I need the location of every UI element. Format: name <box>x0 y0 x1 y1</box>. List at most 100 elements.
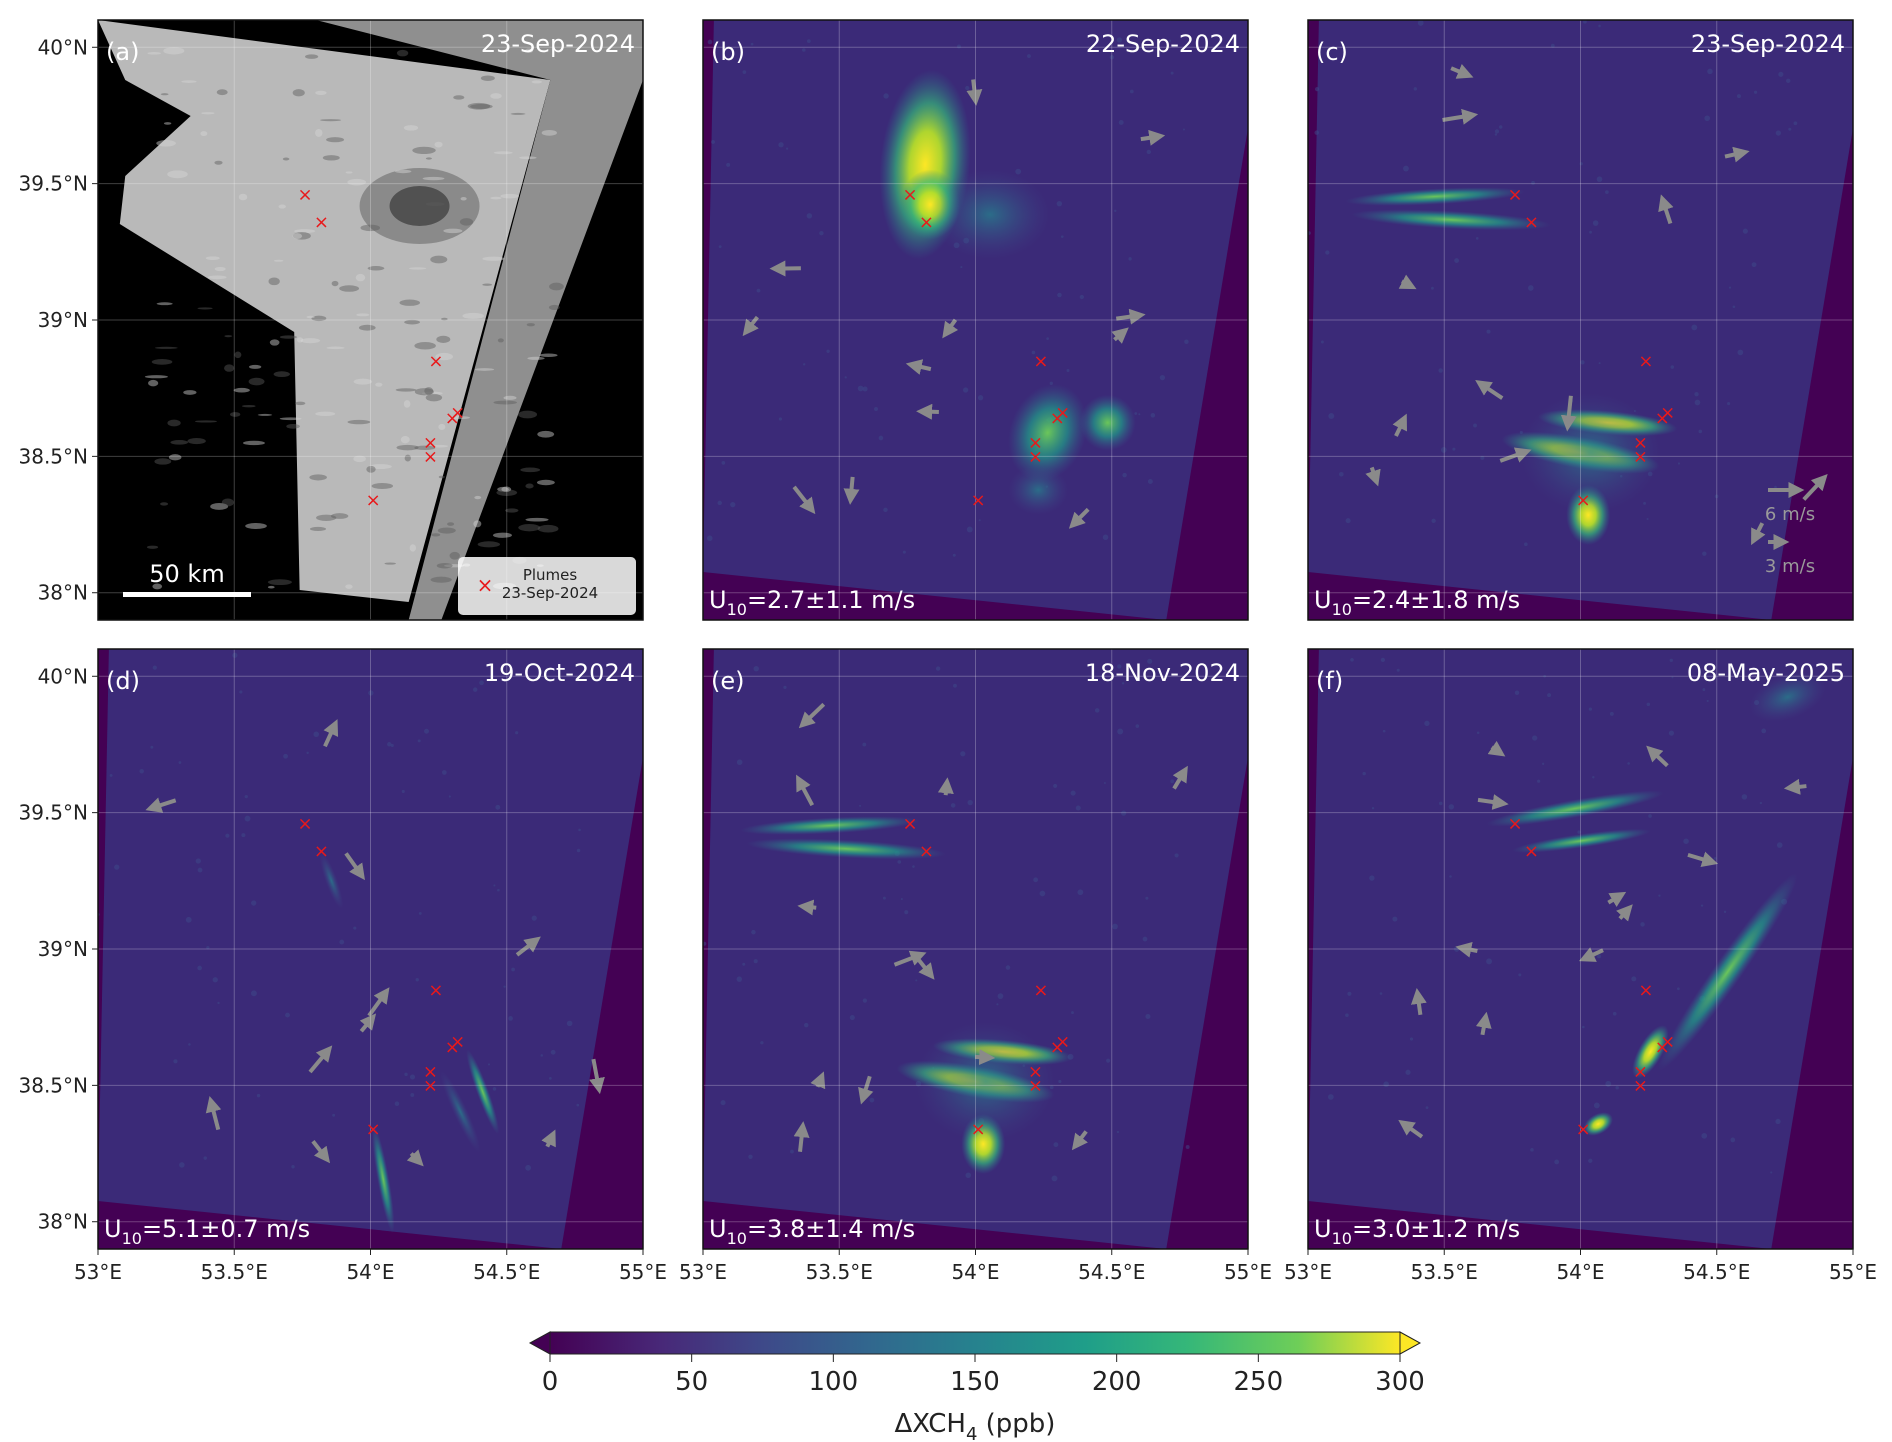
panel-label: (b) <box>711 38 745 66</box>
wind-arrow <box>205 1095 222 1131</box>
plume-source-marker: × <box>1524 841 1539 862</box>
satellite-swath <box>1308 20 1853 620</box>
plume-source-marker: × <box>1508 814 1523 835</box>
wind-arrow <box>810 1071 826 1090</box>
legend-marker: × <box>477 573 494 597</box>
wind-arrow <box>1687 851 1719 867</box>
plume-source-marker: × <box>1033 980 1048 1001</box>
plume <box>1345 187 1525 206</box>
plume-source-marker: × <box>428 351 443 372</box>
panel-frame <box>1307 19 1854 621</box>
panel-frame <box>702 19 1249 621</box>
legend-box <box>458 557 636 615</box>
colorbar-tick-label: 50 <box>675 1367 708 1397</box>
wind-arrow <box>359 1013 377 1033</box>
plume-source-marker: × <box>971 490 986 511</box>
wind-arrow <box>905 359 932 375</box>
satellite-swath <box>703 20 1248 620</box>
wind-arrow <box>1115 308 1146 325</box>
panel-label: (d) <box>106 667 140 695</box>
colorbar-tick-label: 100 <box>809 1367 859 1397</box>
satellite-swath <box>98 649 643 1249</box>
basin-shading <box>359 168 480 244</box>
plume <box>930 169 1051 260</box>
plume-source-marker: × <box>1033 351 1048 372</box>
lat-tick-label: 39°N <box>38 937 88 961</box>
wind-arrow <box>797 899 817 916</box>
wind-arrow <box>1658 194 1674 225</box>
plume <box>1486 790 1664 827</box>
scale-bar-label: 50 km <box>149 560 224 588</box>
panel-date: 18-Nov-2024 <box>1085 659 1240 687</box>
plume <box>1008 465 1069 515</box>
lat-tick-label: 40°N <box>38 35 88 59</box>
wind-arrow <box>1477 794 1509 810</box>
lon-tick-label: 55°E <box>1829 1260 1877 1284</box>
plume-source-marker: × <box>903 814 918 835</box>
wind-arrow <box>1442 108 1479 125</box>
panel-label: (e) <box>711 667 745 695</box>
wind-arrow <box>145 797 177 813</box>
colorbar-tick-label: 250 <box>1234 1367 1284 1397</box>
wind-arrow <box>792 485 816 515</box>
plume-source-marker: × <box>423 433 438 454</box>
plume <box>440 1070 481 1153</box>
plume-source-marker: × <box>1055 1032 1070 1053</box>
plume <box>740 816 920 835</box>
plume-source-marker: × <box>1655 408 1670 429</box>
plume-source-marker: × <box>298 814 313 835</box>
plume <box>1657 873 1798 1071</box>
plume-source-marker: × <box>1050 1037 1065 1058</box>
colorbar-tick-label: 300 <box>1375 1367 1425 1397</box>
lon-tick-label: 53.5°E <box>806 1260 873 1284</box>
lat-tick-label: 38°N <box>38 581 88 605</box>
map-panel-b: ××××××××U10=2.7±1.1 m/s(b) 22-Sep-2024 <box>702 19 1249 621</box>
plume-source-marker: × <box>423 1075 438 1096</box>
lon-tick-label: 54°E <box>1556 1260 1604 1284</box>
lon-tick-label: 54°E <box>346 1260 394 1284</box>
plume-source-marker: × <box>903 185 918 206</box>
wind-speed-text: U10=3.8±1.4 m/s <box>709 1215 915 1248</box>
wind-key-label: 6 m/s <box>1765 504 1815 525</box>
plume-source-marker: × <box>428 980 443 1001</box>
wind-arrow <box>1802 474 1828 501</box>
wind-arrow <box>1455 941 1478 958</box>
plume-source-marker: × <box>1576 490 1591 511</box>
wind-speed-text: U10=5.1±0.7 m/s <box>104 1215 310 1248</box>
plume <box>1512 828 1651 853</box>
wind-arrow <box>937 777 954 796</box>
colorbar-tick-label: 0 <box>542 1367 559 1397</box>
plume-source-marker: × <box>1633 433 1648 454</box>
plume <box>1008 383 1088 482</box>
colorbar-tick-label: 150 <box>950 1367 1000 1397</box>
wind-arrow <box>311 1140 331 1164</box>
scale-bar <box>123 592 251 597</box>
wind-arrow <box>541 1129 556 1148</box>
plume <box>1583 1112 1613 1136</box>
wind-arrow <box>515 936 541 957</box>
wind-arrow <box>1365 466 1381 487</box>
plume-source-marker: × <box>450 1032 465 1053</box>
wind-arrow <box>1140 129 1166 146</box>
wind-arrow <box>742 315 759 337</box>
colorbar-extend-min <box>528 1331 551 1355</box>
lon-tick-label: 53°E <box>74 1260 122 1284</box>
lon-tick-label: 54.5°E <box>1078 1260 1145 1284</box>
plume-source-marker: × <box>366 490 381 511</box>
wind-arrow <box>916 403 939 420</box>
plume-source-marker: × <box>450 403 465 424</box>
wind-arrow <box>1475 380 1504 400</box>
wind-arrow <box>1392 413 1407 437</box>
plume-source-marker: × <box>1028 446 1043 467</box>
plume <box>319 852 344 910</box>
plume-source-marker: × <box>1055 403 1070 424</box>
plume <box>1749 672 1826 722</box>
wind-arrow <box>858 1075 874 1105</box>
plume-source-marker: × <box>423 1062 438 1083</box>
lon-tick-label: 53.5°E <box>201 1260 268 1284</box>
wind-arrow <box>798 702 826 729</box>
plume-source-marker: × <box>1660 1032 1675 1053</box>
